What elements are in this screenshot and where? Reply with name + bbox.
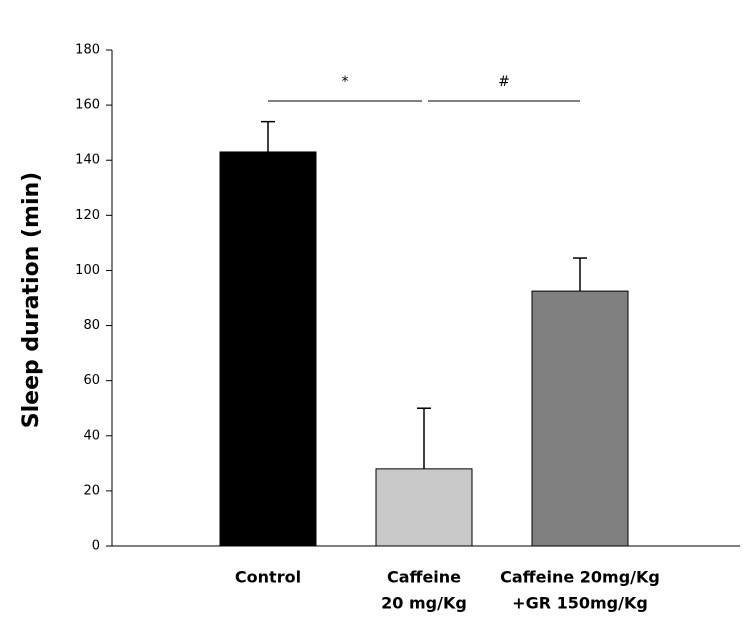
x-tick-label: 20 mg/Kg xyxy=(381,594,467,613)
y-axis-label: Sleep duration (min) xyxy=(19,172,44,428)
y-tick-label: 180 xyxy=(75,43,100,58)
y-tick-label: 100 xyxy=(75,263,100,278)
y-tick-label: 160 xyxy=(75,98,100,113)
bar xyxy=(375,468,473,547)
y-tick-label: 20 xyxy=(83,483,100,498)
y-tick-label: 60 xyxy=(83,373,100,388)
x-tick-label: Caffeine 20mg/Kg xyxy=(500,568,660,587)
x-tick-label: Control xyxy=(235,568,301,587)
y-tick-label: 0 xyxy=(92,539,100,554)
bar xyxy=(531,290,629,547)
y-tick-label: 40 xyxy=(83,428,100,443)
significance-mark: * xyxy=(342,74,349,90)
x-tick-label: Caffeine xyxy=(387,568,461,587)
x-tick-label: +GR 150mg/Kg xyxy=(512,594,648,613)
significance-mark: # xyxy=(498,74,510,90)
y-tick-label: 120 xyxy=(75,208,100,223)
y-tick-label: 140 xyxy=(75,153,100,168)
bar xyxy=(219,151,317,547)
y-tick-label: 80 xyxy=(83,318,100,333)
